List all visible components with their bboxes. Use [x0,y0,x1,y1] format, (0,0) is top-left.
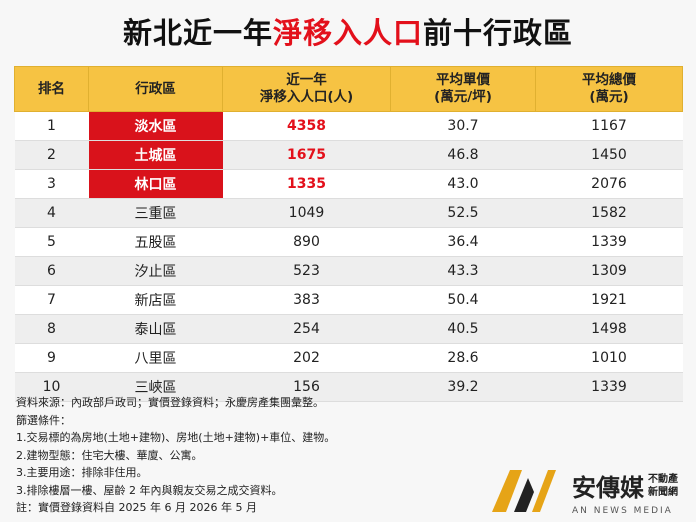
logo-name: 安傳媒 [572,474,645,502]
table-row: 2 土城區 1675 46.8 1450 [14,140,683,170]
header-cell: 近一年 淨移入人口(人) [222,66,391,112]
table-cell: 43.0 [390,169,536,199]
table-cell: 4 [14,198,89,228]
header-line: 淨移入人口(人) [259,89,354,105]
table-cell: 4358 [222,111,391,141]
ranking-table: 排名 行政區 近一年 淨移入人口(人) 平均單價 (萬元/坪) 平均總價 (萬元) 1 淡水區 4… [14,66,683,402]
logo-tagline: AN NEWS MEDIA [572,506,673,516]
table-row: 10 三峽區 156 39.2 1339 [14,372,683,402]
table-cell: 1049 [222,198,391,228]
notes: 資料來源：內政部戶政司；實價登錄資料；永慶房產集團彙整。 篩選條件： 1.交易標的為… [16,394,335,517]
note-line: 1.交易標的為房地(土地+建物)、房地(土地+建物)+車位、建物。 [16,431,336,444]
table-cell: 9 [14,343,89,373]
table-cell: 30.7 [390,111,536,141]
table-cell: 三重區 [88,198,223,228]
table-cell: 三峽區 [88,372,223,402]
table-row: 3 林口區 1335 43.0 2076 [14,169,683,199]
header-row: 排名 行政區 近一年 淨移入人口(人) 平均單價 (萬元/坪) 平均總價 (萬元) [14,66,683,112]
logo: 安傳媒 不動產 新聞網 AN NEWS MEDIA [492,470,678,516]
logo-mark [492,470,522,512]
title-part: 淨移入人口 [272,16,423,50]
logo-mark [514,478,534,512]
table-cell: 6 [14,256,89,286]
table-cell: 1335 [222,169,391,199]
table-cell: 新店區 [88,285,223,315]
table-cell: 1450 [535,140,683,170]
header-line: 排名 [38,80,65,97]
table-cell: 1167 [535,111,683,141]
table-cell: 5 [14,227,89,257]
logo-mark [532,470,556,512]
table-cell: 林口區 [88,169,223,199]
note-line: 篩選條件： [16,413,71,427]
table-cell: 52.5 [390,198,536,228]
table-cell: 46.8 [390,140,536,170]
table-cell: 43.3 [390,256,536,286]
table-cell: 28.6 [390,343,536,373]
header-cell: 平均總價 (萬元) [535,66,683,112]
header-line: 平均單價 [436,72,490,88]
table-cell: 泰山區 [88,314,223,344]
header-line: (萬元/坪) [434,89,492,105]
table-cell: 50.4 [390,285,536,315]
table-cell: 1010 [535,343,683,373]
table-cell: 五股區 [88,227,223,257]
table-cell: 1675 [222,140,391,170]
table-cell: 1309 [535,256,683,286]
table-row: 7 新店區 383 50.4 1921 [14,285,683,315]
table-cell: 156 [222,372,391,402]
table-row: 8 泰山區 254 40.5 1498 [14,314,683,344]
logo-sub: 新聞網 [648,485,678,498]
table-cell: 1339 [535,372,683,402]
note-line: 2.建物型態：住宅大樓、華廈、公寓。 [16,448,203,462]
header-cell: 平均單價 (萬元/坪) [390,66,536,112]
header-cell: 排名 [14,66,89,112]
table-cell: 890 [222,227,391,257]
table-cell: 40.5 [390,314,536,344]
table-cell: 1339 [535,227,683,257]
note-line: 3.排除樓層一樓、屋齡 2 年內與親友交易之成交資料。 [16,483,283,497]
table-row: 1 淡水區 4358 30.7 1167 [14,111,683,141]
header-cell: 行政區 [88,66,223,112]
note-line: 3.主要用途：排除非住用。 [16,466,148,479]
table-cell: 1498 [535,314,683,344]
table-cell: 383 [222,285,391,315]
table-cell: 八里區 [88,343,223,373]
header-line: (萬元) [589,89,629,105]
table-cell: 523 [222,256,391,286]
header-line: 平均總價 [582,72,636,88]
header-line: 行政區 [135,80,176,97]
table-cell: 39.2 [390,372,536,402]
table-cell: 2076 [535,169,683,199]
table-row: 6 汐止區 523 43.3 1309 [14,256,683,286]
table-row: 9 八里區 202 28.6 1010 [14,343,683,373]
table-body: 1 淡水區 4358 30.7 1167 2 土城區 1675 46.8 1450 3 林口區 1335… [14,111,683,402]
table-cell: 1921 [535,285,683,315]
table-cell: 254 [222,314,391,344]
table-cell: 2 [14,140,89,170]
table-cell: 10 [14,372,89,402]
note-line: 註：實價登錄資料自 2025 年 6 月 2026 年 5 月 [16,501,257,514]
logo-sub: 不動產 [648,472,678,485]
table-cell: 8 [14,314,89,344]
note-line: 資料來源：內政部戶政司；實價登錄資料；永慶房產集團彙整。 [16,396,324,409]
table-cell: 202 [222,343,391,373]
title-part: 新北近一年 [122,16,273,50]
table-cell: 1 [14,111,89,141]
table-row: 5 五股區 890 36.4 1339 [14,227,683,257]
header-line: 近一年 [286,72,327,88]
title: 新北近一年淨移入人口前十行政區 [0,10,696,52]
table-cell: 1582 [535,198,683,228]
table-cell: 淡水區 [88,111,223,141]
title-part: 前十行政區 [423,16,574,50]
table-row: 4 三重區 1049 52.5 1582 [14,198,683,228]
table-cell: 汐止區 [88,256,223,286]
table-cell: 7 [14,285,89,315]
table-cell: 土城區 [88,140,223,170]
table-cell: 36.4 [390,227,536,257]
table-cell: 3 [14,169,89,199]
